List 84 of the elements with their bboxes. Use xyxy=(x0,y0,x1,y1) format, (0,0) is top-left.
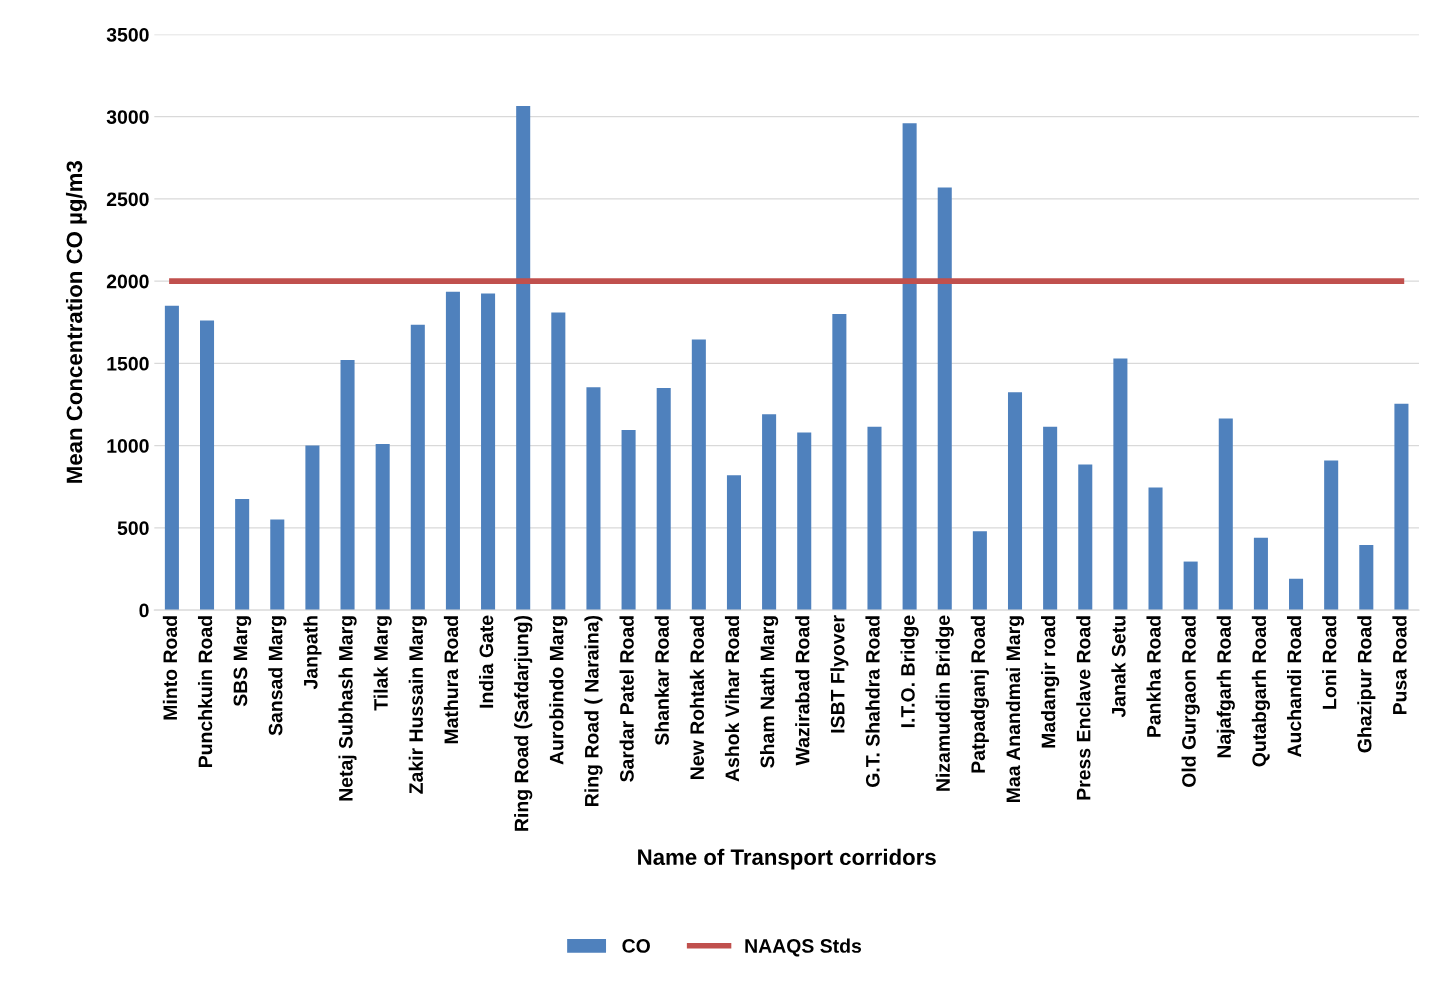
x-tick-label: Sardar Patel Road xyxy=(619,616,634,782)
bar xyxy=(1359,545,1374,611)
bar xyxy=(1148,487,1163,611)
y-tick-label: 1500 xyxy=(107,356,149,371)
x-tick-label: Pankha Road xyxy=(1146,616,1161,737)
bar xyxy=(691,339,706,611)
x-tick-label: Sham Nath Marg xyxy=(759,616,779,768)
bar xyxy=(1218,418,1233,611)
x-tick-label: Shankar Road xyxy=(654,616,669,746)
bar xyxy=(445,291,460,611)
x-tick-label: Ghazipur Road xyxy=(1357,616,1376,753)
y-axis-title: Mean Concentration CO µg/m3 xyxy=(65,161,87,483)
bar xyxy=(516,105,531,611)
bar xyxy=(235,499,250,611)
bar xyxy=(1078,464,1093,611)
x-tick-label: Najafgarh Road xyxy=(1216,616,1235,758)
bar xyxy=(340,360,355,611)
bar xyxy=(937,187,952,611)
bar xyxy=(305,445,320,611)
x-tick-label: Maa Anandmai Marg xyxy=(1005,616,1025,802)
bar xyxy=(1289,578,1304,611)
x-tick-label: Loni Road xyxy=(1322,616,1337,709)
bar xyxy=(1394,403,1409,611)
y-tick-label: 2000 xyxy=(106,274,149,289)
bar xyxy=(726,475,741,611)
x-tick-label: Auchandi Road xyxy=(1286,616,1302,758)
legend-label: CO xyxy=(622,939,650,953)
bar xyxy=(867,426,882,611)
x-tick-label: Ring Road ( Naraina) xyxy=(584,615,603,806)
bar xyxy=(375,443,390,611)
bar xyxy=(832,314,847,611)
bar xyxy=(656,388,671,611)
bar xyxy=(1324,460,1339,611)
x-tick-label: Punchkuin Road xyxy=(197,616,213,768)
bar xyxy=(164,305,179,611)
x-tick-label: Tilak Marg xyxy=(373,616,392,711)
bar xyxy=(586,387,601,611)
y-tick-label: 3000 xyxy=(106,110,149,124)
x-tick-label: Janpath xyxy=(303,616,322,690)
bar xyxy=(1007,392,1023,611)
bar xyxy=(1043,426,1058,611)
x-tick-label: I.T.O. Bridge xyxy=(900,615,919,728)
x-tick-label: Netaj Subhash Marg xyxy=(338,616,357,801)
y-tick-label: 0 xyxy=(139,603,149,618)
bar xyxy=(551,312,566,611)
x-tick-label: Minto Road xyxy=(162,616,178,720)
x-tick-label: Patpadganj Road xyxy=(970,616,989,773)
x-tick-label: Mathura Road xyxy=(443,616,459,744)
bar xyxy=(972,531,987,611)
y-tick-label: 3500 xyxy=(106,27,149,42)
x-tick-label: Old Gurgaon Road xyxy=(1181,616,1200,787)
x-tick-label: SBS Marg xyxy=(233,616,252,707)
x-tick-label: Sansad Marg xyxy=(268,616,287,736)
bar xyxy=(410,324,425,611)
x-tick-label: Janak Setu xyxy=(1111,616,1126,718)
y-tick-label: 1000 xyxy=(107,439,149,453)
x-tick-label: Nizamuddin Bridge xyxy=(935,615,954,791)
x-tick-label: India Gate xyxy=(479,615,494,708)
bar xyxy=(270,519,285,611)
x-tick-label: Press Enclave Road xyxy=(1076,616,1091,800)
bar xyxy=(621,429,636,611)
x-tick-label: Ring Road (Safdarjung) xyxy=(514,615,533,831)
bar xyxy=(1183,561,1198,611)
x-tick-label: Aurobindo Marg xyxy=(549,616,568,765)
bar xyxy=(481,293,496,611)
x-tick-label: Qutabgarh Road xyxy=(1251,616,1271,767)
bar xyxy=(902,123,917,611)
bar xyxy=(200,320,215,611)
x-tick-label: Ashok Vihar Road xyxy=(724,616,740,782)
y-tick-label: 500 xyxy=(117,521,149,536)
bar xyxy=(1113,358,1128,611)
bar xyxy=(797,432,812,611)
y-tick-label: 2500 xyxy=(106,192,149,207)
x-axis-title: Name of Transport corridors xyxy=(638,848,936,870)
x-tick-label: Wazirabad Road xyxy=(795,616,810,766)
x-tick-label: Madangir road xyxy=(1041,616,1060,748)
x-tick-label: ISBT Flyover xyxy=(830,615,849,733)
x-tick-label: New Rohtak Road xyxy=(689,616,705,779)
x-tick-label: Zakir Hussain Marg xyxy=(408,616,427,794)
bar xyxy=(1253,537,1268,611)
x-tick-label: Pusa Road xyxy=(1392,616,1407,715)
bar xyxy=(762,414,777,611)
legend-label: NAAQS Stds xyxy=(745,938,862,957)
x-tick-label: G.T. Shahdra Road xyxy=(865,616,880,787)
